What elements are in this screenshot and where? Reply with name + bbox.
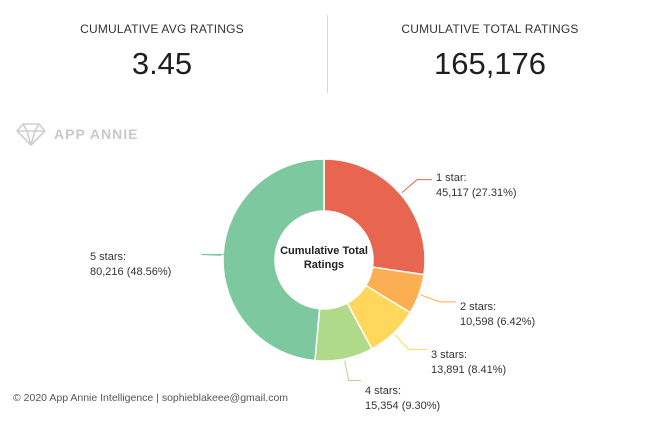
total-ratings-value: 165,176 [433, 46, 547, 81]
avg-ratings-stat: CUMULATIVE AVG RATINGS 3.45 [72, 22, 252, 82]
leader-line-1-star [401, 179, 432, 194]
app-annie-watermark: APP ANNIE [16, 122, 138, 146]
slice-value-4-stars: 15,354 (9.30%) [365, 400, 440, 412]
stats-divider [327, 15, 328, 93]
slice-label-1-star: 1 star: [436, 172, 467, 184]
leader-line-3-stars [394, 334, 427, 350]
copyright-footer: © 2020 App Annie Intelligence | sophiebl… [13, 392, 289, 404]
slice-value-1-star: 45,117 (27.31%) [436, 187, 517, 199]
slice-value-3-stars: 13,891 (8.41%) [431, 364, 506, 376]
donut-slice-5-stars[interactable] [222, 158, 325, 362]
slice-label-5-stars: 5 stars: [90, 251, 126, 263]
chart-center-title: Cumulative Total [280, 245, 368, 257]
chart-center-title-line2: Ratings [304, 259, 344, 271]
diamond-logo-icon [16, 123, 46, 146]
slice-value-5-stars: 80,216 (48.56%) [90, 266, 171, 278]
leader-line-5-stars [201, 253, 226, 256]
slice-label-4-stars: 4 stars: [365, 385, 401, 397]
watermark-text: APP ANNIE [54, 126, 139, 142]
total-ratings-stat: CUMULATIVE TOTAL RATINGS 165,176 [390, 22, 590, 82]
total-ratings-label: CUMULATIVE TOTAL RATINGS [401, 22, 579, 36]
slice-label-3-stars: 3 stars: [431, 349, 467, 361]
donut-slice-1-star[interactable] [323, 158, 426, 276]
slice-value-2-stars: 10,598 (6.42%) [460, 316, 535, 328]
slice-label-2-stars: 2 stars: [460, 301, 496, 313]
leader-line-2-stars [420, 294, 456, 303]
avg-ratings-value: 3.45 [131, 46, 193, 81]
leader-line-4-stars [344, 360, 361, 382]
avg-ratings-label: CUMULATIVE AVG RATINGS [80, 22, 244, 36]
